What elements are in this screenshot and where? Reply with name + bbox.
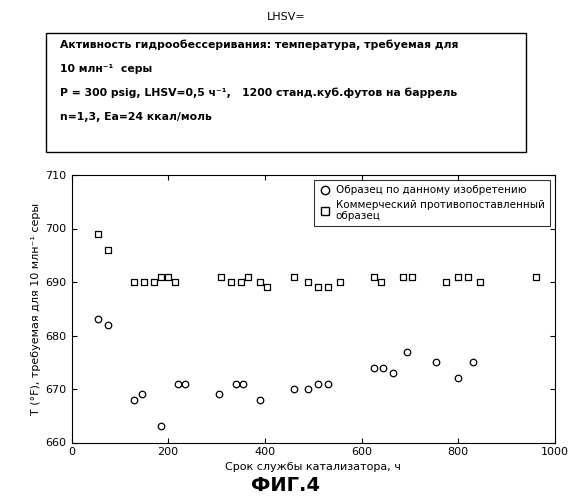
Point — [231, 380, 240, 388]
Point — [137, 390, 146, 398]
Point — [531, 272, 540, 280]
Point — [376, 278, 386, 286]
Point — [217, 272, 226, 280]
Point — [454, 272, 463, 280]
Point — [313, 380, 323, 388]
Point — [379, 364, 388, 372]
Point — [130, 396, 139, 404]
Point — [289, 385, 299, 393]
Text: LHSV=: LHSV= — [267, 12, 305, 22]
Point — [181, 380, 190, 388]
Point — [454, 374, 463, 382]
Point — [463, 272, 472, 280]
Point — [156, 272, 165, 280]
Point — [432, 358, 441, 366]
Y-axis label: T (°F), требуемая для 10 млн⁻¹ серы: T (°F), требуемая для 10 млн⁻¹ серы — [31, 202, 41, 415]
Point — [171, 278, 180, 286]
Text: P = 300 psig, LHSV=0,5 ч⁻¹,   1200 станд.куб.футов на баррель: P = 300 psig, LHSV=0,5 ч⁻¹, 1200 станд.к… — [60, 88, 457, 99]
Point — [335, 278, 344, 286]
Text: 10 млн⁻¹  серы: 10 млн⁻¹ серы — [60, 64, 152, 74]
Point — [103, 321, 112, 329]
Point — [468, 358, 477, 366]
Point — [263, 284, 272, 292]
Point — [214, 390, 224, 398]
Point — [442, 278, 451, 286]
Point — [304, 385, 313, 393]
Point — [130, 278, 139, 286]
Text: Активность гидрообессеривания: температура, требуемая для: Активность гидрообессеривания: температу… — [60, 40, 458, 50]
Point — [156, 422, 165, 430]
X-axis label: Срок службы катализатора, ч: Срок службы катализатора, ч — [225, 462, 401, 471]
Point — [149, 278, 158, 286]
Point — [164, 272, 173, 280]
Legend: Образец по данному изобретению, Коммерческий противопоставленный
образец: Образец по данному изобретению, Коммерче… — [313, 180, 550, 226]
Point — [369, 272, 378, 280]
Point — [475, 278, 484, 286]
Point — [140, 278, 149, 286]
Point — [313, 284, 323, 292]
Point — [289, 272, 299, 280]
Point — [388, 369, 398, 377]
Point — [243, 272, 252, 280]
Point — [304, 278, 313, 286]
Point — [93, 230, 102, 238]
Point — [403, 348, 412, 356]
Point — [173, 380, 182, 388]
Text: ФИГ.4: ФИГ.4 — [252, 476, 320, 495]
Point — [408, 272, 417, 280]
Point — [369, 364, 378, 372]
Point — [323, 284, 332, 292]
Text: n=1,3, Ea=24 ккал/моль: n=1,3, Ea=24 ккал/моль — [60, 112, 212, 122]
Point — [93, 316, 102, 324]
Point — [398, 272, 407, 280]
Point — [103, 246, 112, 254]
Point — [239, 380, 248, 388]
Point — [256, 396, 265, 404]
Point — [256, 278, 265, 286]
Point — [227, 278, 236, 286]
Point — [323, 380, 332, 388]
Point — [236, 278, 245, 286]
